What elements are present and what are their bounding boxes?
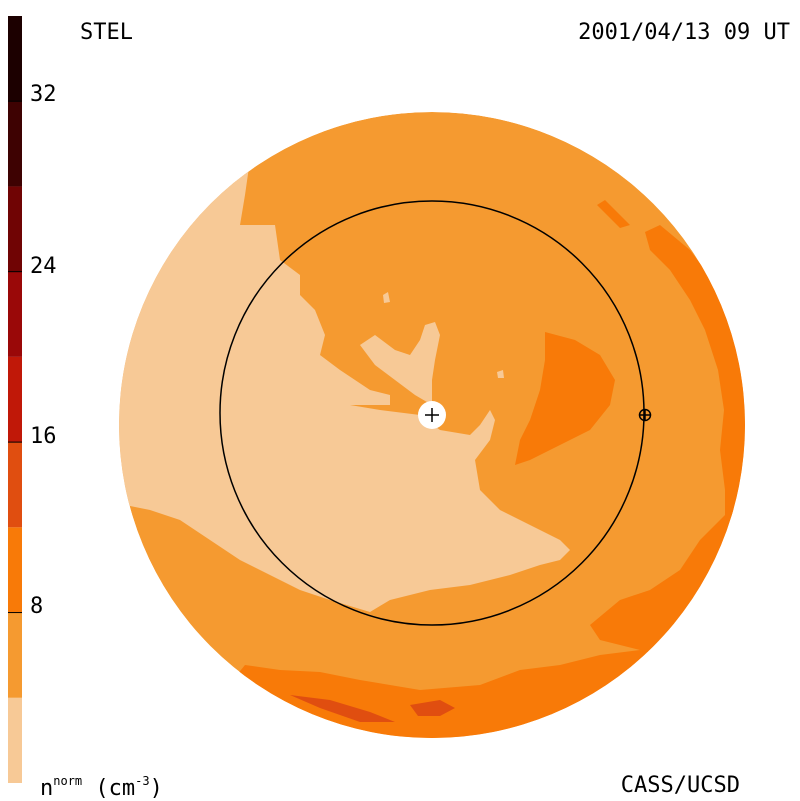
contour-low-tongue [360, 322, 440, 405]
colorbar-tick-label: 8 [30, 594, 44, 619]
unit-close: ) [149, 776, 163, 801]
contour-low-fleck [383, 292, 390, 303]
contour-high-east-fleck [597, 200, 630, 228]
contour-peak-south-west [290, 695, 395, 722]
unit-superscript: norm [53, 774, 83, 788]
contour-low-fleck [497, 370, 504, 378]
contour-high-center [515, 332, 615, 465]
colorbar-bin [8, 101, 22, 187]
colorbar-bin [8, 442, 22, 528]
contour-low-density [119, 112, 570, 612]
unit-text: (cm [95, 776, 136, 801]
contour-high-east [645, 225, 745, 520]
colorbar-ticks [8, 100, 22, 614]
colorbar-tick-label: 16 [30, 424, 57, 449]
colorbar-bin [8, 16, 22, 102]
colorbar-bin [8, 186, 22, 272]
colorbar-bin [8, 271, 22, 357]
colorbar-bin [8, 527, 22, 613]
date-time-label: 2001/04/13 09 UT [578, 20, 790, 45]
colorbar-unit-label: nnorm (cm-3) [40, 775, 163, 800]
colorbar-bin [8, 697, 22, 783]
unit-exponent: -3 [135, 774, 150, 788]
density-contours [119, 112, 745, 738]
colorbar-tick-label: 32 [30, 82, 57, 107]
colorbar-bin [8, 356, 22, 443]
colorbar-tick-label: 24 [30, 254, 57, 279]
colorbar-bins [8, 16, 22, 783]
contour-peak-south-center [410, 700, 455, 716]
field-of-view-circle [219, 200, 645, 626]
colorbar-bin [8, 612, 22, 698]
station-label: STEL [80, 20, 133, 45]
credit-label: CASS/UCSD [620, 773, 740, 798]
unit-base: n [40, 776, 54, 801]
